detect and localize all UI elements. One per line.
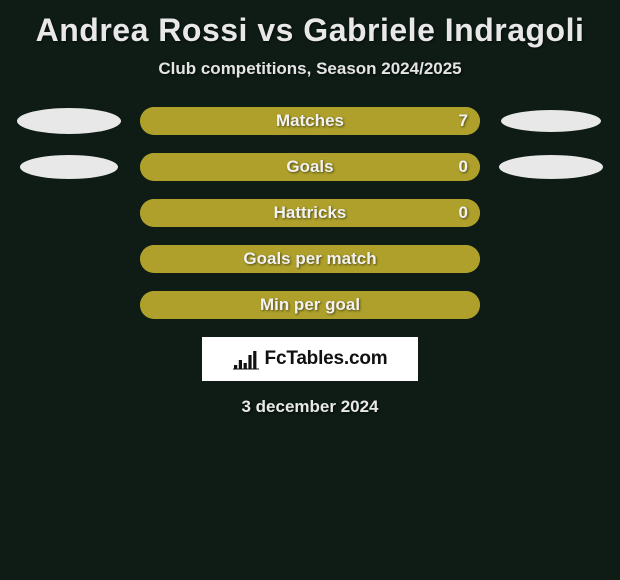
right-ellipse <box>499 155 603 179</box>
stat-bar: Goals0 <box>140 153 480 181</box>
brand-bars-icon <box>233 348 259 370</box>
comparison-infographic: Andrea Rossi vs Gabriele Indragoli Club … <box>0 0 620 417</box>
stat-bar-fill <box>140 291 480 319</box>
stat-bar-fill <box>140 199 480 227</box>
stat-value: 0 <box>459 199 468 227</box>
stat-row-goals: Goals0 <box>0 153 620 181</box>
left-slot <box>4 108 134 134</box>
left-ellipse <box>20 155 118 179</box>
stat-bar-fill <box>140 245 480 273</box>
brand-text: FcTables.com <box>265 348 388 370</box>
stat-bar-fill <box>140 153 480 181</box>
footer-date: 3 december 2024 <box>0 397 620 417</box>
page-title: Andrea Rossi vs Gabriele Indragoli <box>0 6 620 53</box>
right-slot <box>486 110 616 132</box>
right-slot <box>486 155 616 179</box>
stat-bar: Min per goal <box>140 291 480 319</box>
stat-bar-fill <box>140 107 480 135</box>
stat-bar: Matches7 <box>140 107 480 135</box>
stat-row-goals-per-match: Goals per match <box>0 245 620 273</box>
stat-bar: Goals per match <box>140 245 480 273</box>
stat-row-min-per-goal: Min per goal <box>0 291 620 319</box>
brand-badge: FcTables.com <box>202 337 418 381</box>
page-subtitle: Club competitions, Season 2024/2025 <box>0 59 620 79</box>
right-ellipse <box>501 110 601 132</box>
left-slot <box>4 155 134 179</box>
stat-rows: Matches7 Goals0 Hattricks0 Goals per match M… <box>0 107 620 319</box>
stat-bar: Hattricks0 <box>140 199 480 227</box>
stat-value: 0 <box>459 153 468 181</box>
left-ellipse <box>17 108 121 134</box>
stat-row-hattricks: Hattricks0 <box>0 199 620 227</box>
stat-value: 7 <box>459 107 468 135</box>
stat-row-matches: Matches7 <box>0 107 620 135</box>
